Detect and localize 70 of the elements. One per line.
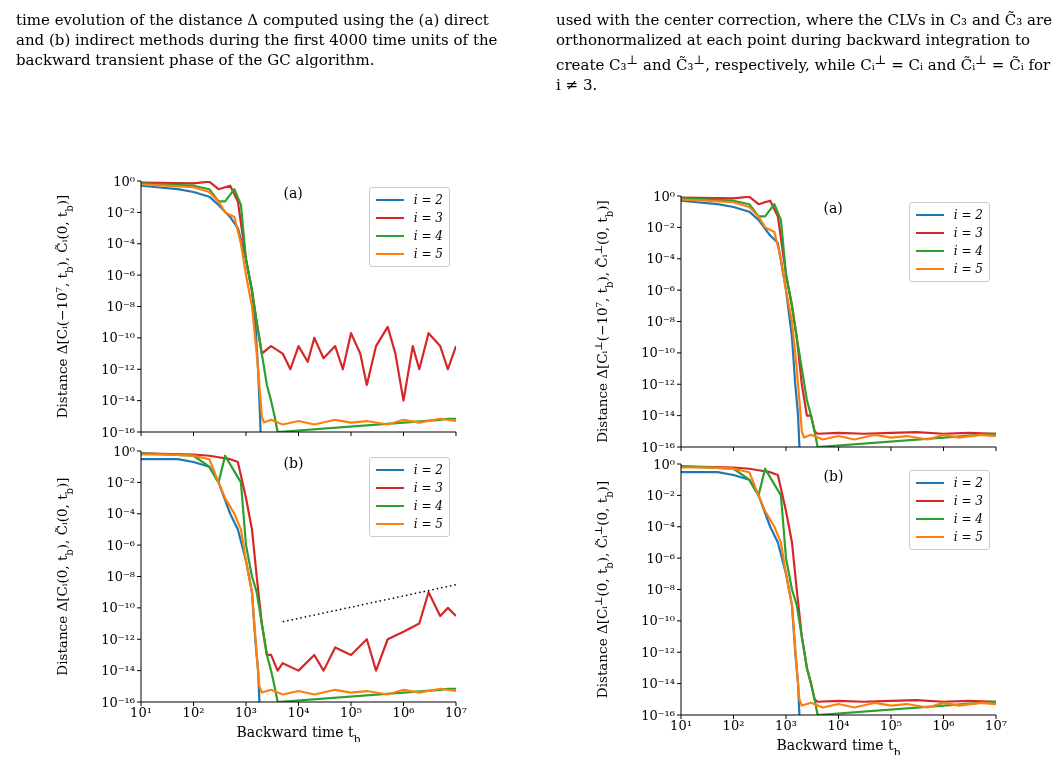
- x-tick-label: 10⁷: [985, 718, 1007, 734]
- y-tick-label: 10⁻⁸: [106, 299, 135, 315]
- y-tick-label: 10⁻⁴: [646, 519, 675, 535]
- legend-label: i = 3: [413, 211, 443, 225]
- y-tick-label: 10⁻⁴: [646, 251, 675, 267]
- legend-label: i = 5: [413, 517, 443, 531]
- x-tick-label: 10⁵: [880, 718, 902, 734]
- x-tick-label: 10²: [182, 705, 205, 721]
- x-tick-label: 10⁶: [392, 705, 415, 721]
- annotation: (b): [283, 455, 304, 471]
- legend-label: i = 2: [413, 463, 443, 477]
- y-tick-label: 10⁻¹²: [641, 376, 675, 392]
- x-tick-label: 10⁷: [445, 705, 467, 721]
- y-tick-label: 10⁻²: [106, 474, 135, 490]
- y-tick-label: 10⁻¹⁴: [101, 393, 135, 409]
- y-tick-label: 10⁻⁶: [106, 267, 135, 283]
- y-tick-label: 10⁻⁶: [646, 282, 675, 298]
- y-tick-label: 10⁻¹⁰: [641, 345, 675, 361]
- y-tick-label: 10⁰: [653, 456, 675, 472]
- y-tick-label: 10⁻⁶: [646, 550, 675, 566]
- y-tick-label: 10⁻¹⁰: [101, 330, 135, 346]
- legend-label: i = 4: [413, 229, 443, 243]
- text: time evolution of the distance Δ computed using the (a) direct and (b) indirect methods during the first 4000 time units of the backward transient phase of the GC algorithm.: [16, 10, 499, 70]
- x-tick-label: 10³: [775, 718, 797, 734]
- y-tick-label: 10⁻¹⁴: [641, 408, 675, 424]
- y-tick-label: 10⁻⁸: [646, 314, 675, 330]
- y-tick-label: 10⁻¹²: [101, 631, 135, 647]
- legend-label: i = 4: [413, 499, 443, 513]
- y-tick-label: 10⁻¹⁴: [641, 676, 675, 692]
- x-tick-label: 10³: [235, 705, 257, 721]
- legend-label: i = 2: [953, 208, 983, 222]
- x-tick-label: 10¹: [130, 705, 152, 721]
- legend-label: i = 3: [953, 494, 983, 508]
- y-tick-label: 10⁻¹⁶: [641, 439, 675, 455]
- x-tick-label: 10⁶: [932, 718, 955, 734]
- annotation: (b): [823, 468, 844, 484]
- legend-label: i = 4: [953, 512, 983, 526]
- y-tick-label: 10⁻²: [106, 204, 135, 220]
- x-tick-label: 10⁵: [340, 705, 362, 721]
- y-tick-label: 10⁻⁶: [106, 537, 135, 553]
- y-tick-label: 10⁻²: [646, 487, 675, 503]
- legend-label: i = 3: [953, 226, 983, 240]
- y-tick-label: 10⁰: [653, 188, 675, 204]
- y-tick-label: 10⁻¹⁴: [101, 663, 135, 679]
- y-tick-label: 10⁻⁴: [106, 236, 135, 252]
- legend-label: i = 5: [953, 262, 983, 276]
- y-tick-label: 10⁻²: [646, 219, 675, 235]
- x-tick-label: 10²: [722, 718, 745, 734]
- y-tick-label: 10⁰: [113, 443, 135, 459]
- x-tick-label: 10⁴: [827, 718, 850, 734]
- legend-label: i = 4: [953, 244, 983, 258]
- x-tick-label: 10¹: [670, 718, 692, 734]
- y-tick-label: 10⁻¹²: [641, 644, 675, 660]
- x-tick-label: 10⁴: [287, 705, 310, 721]
- y-tick-label: 10⁰: [113, 173, 135, 189]
- text: used with the center correction, where the CLVs in C₃ and C̃₃ are orthonormalized at each point during backward integration to create C₃$^{⊥}$ and C̃₃$^{⊥}$, respectively, while Cᵢ$^{⊥}$ = Cᵢ and C̃ᵢ$^{⊥}$ = C̃ᵢ for i ≠ 3.: [556, 11, 1053, 94]
- legend-label: i = 5: [413, 247, 443, 261]
- y-tick-label: 10⁻¹⁶: [101, 424, 135, 440]
- y-tick-label: 10⁻⁸: [106, 569, 135, 585]
- annotation: (a): [823, 200, 843, 216]
- legend-label: i = 3: [413, 481, 443, 495]
- y-tick-label: 10⁻¹⁰: [101, 600, 135, 616]
- y-tick-label: 10⁻⁴: [106, 506, 135, 522]
- legend-label: i = 2: [953, 476, 983, 490]
- y-tick-label: 10⁻¹²: [101, 361, 135, 377]
- annotation: (a): [283, 185, 303, 201]
- legend-label: i = 5: [953, 530, 983, 544]
- y-tick-label: 10⁻¹⁰: [641, 613, 675, 629]
- y-tick-label: 10⁻⁸: [646, 582, 675, 598]
- legend-label: i = 2: [413, 193, 443, 207]
